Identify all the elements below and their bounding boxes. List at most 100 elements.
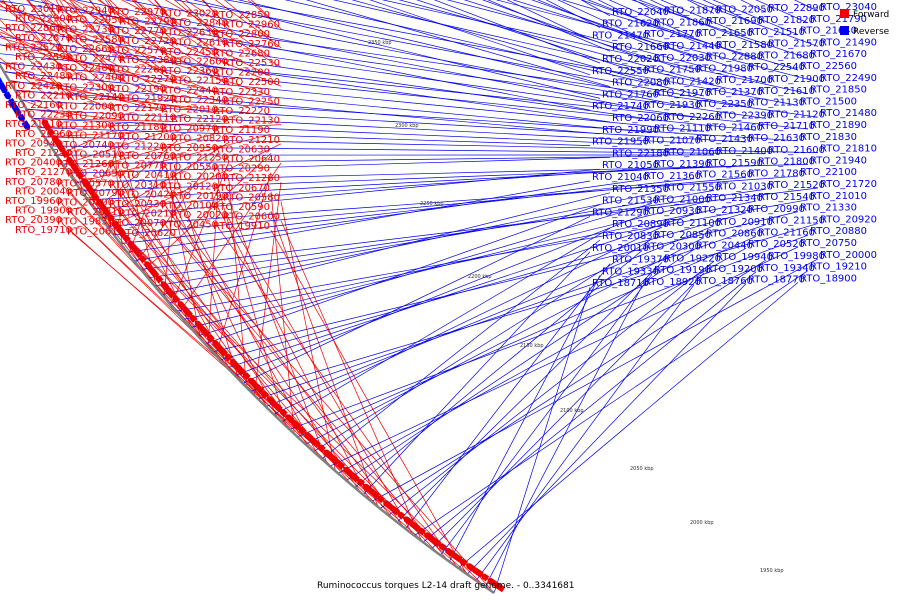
leader-line: [107, 175, 799, 227]
gene-label: RTO_22180: [612, 148, 669, 159]
gene-label: RTO_21800: [758, 157, 815, 168]
forward-gene-arrow: [451, 552, 463, 563]
gene-label: RTO_20210: [119, 209, 176, 220]
scale-tick-label: 2000 kbp: [690, 520, 714, 526]
leader-line: [561, 0, 799, 71]
gene-label: RTO_21340: [706, 193, 763, 204]
leader-line: [0, 44, 282, 106]
gene-label: RTO_21050: [602, 160, 659, 171]
leader-line: [351, 0, 663, 86]
scale-tick-label: 2100 kbp: [560, 408, 584, 414]
gene-label: RTO_18760: [696, 276, 753, 287]
leader-line: [463, 0, 695, 73]
forward-gene-arrow: [377, 495, 386, 504]
leader-line: [183, 200, 757, 320]
gene-label: RTO_22300: [57, 82, 114, 93]
gene-label: RTO_21130: [748, 98, 805, 109]
gene-label: RTO_20830: [602, 231, 659, 242]
gene-label: RTO_22570: [109, 45, 166, 56]
leader-line: [176, 236, 495, 594]
gene-label: RTO_18710: [592, 278, 649, 289]
leader-line: [0, 62, 705, 132]
leader-line: [147, 0, 220, 57]
leader-line: [0, 37, 230, 105]
gene-label: RTO_20640: [223, 154, 280, 165]
gene-label: RTO_22060: [612, 113, 669, 124]
gene-label: RTO_21490: [820, 37, 877, 48]
gene-label: RTO_19210: [810, 262, 867, 273]
forward-gene-arrow: [41, 119, 52, 131]
gene-label: RTO_21920: [119, 93, 176, 104]
scale-tick-label: 2150 kbp: [520, 343, 544, 349]
gene-label: RTO_22080: [612, 78, 669, 89]
leader-line: [68, 157, 611, 174]
leader-line: [218, 209, 370, 501]
gene-label: RTO_22420: [5, 81, 62, 92]
forward-gene-arrow: [172, 295, 181, 304]
gene-label: RTO_19340: [758, 263, 815, 274]
legend-forward-swatch: [840, 9, 849, 18]
gene-label: RTO_21690: [706, 16, 763, 27]
gene-label: RTO_21000: [654, 194, 711, 205]
gene-label: RTO_22720: [119, 36, 176, 47]
leader-line: [580, 0, 757, 60]
leader-line: [475, 284, 695, 581]
gene-label: RTO_21030: [716, 181, 773, 192]
leader-line: [173, 0, 747, 107]
gene-label: RTO_19900: [15, 206, 72, 217]
leader-line: [495, 0, 819, 83]
gene-label: RTO_20190: [171, 191, 228, 202]
gene-label: RTO_20570: [57, 178, 114, 189]
leader-line: [63, 0, 126, 63]
gene-label: RTO_22550: [592, 66, 649, 77]
gene-label: RTO_21150: [768, 216, 825, 227]
gene-label: RTO_20550: [161, 162, 218, 173]
forward-gene-arrow: [224, 353, 233, 362]
gene-label: RTO_22220: [213, 106, 270, 117]
leader-line: [228, 199, 328, 465]
leader-line: [100, 168, 601, 218]
leader-line: [166, 188, 279, 419]
leader-line: [242, 216, 591, 384]
gene-label: RTO_20120: [161, 181, 218, 192]
leader-line: [20, 99, 747, 143]
forward-gene-arrow: [70, 162, 81, 175]
forward-gene-arrow: [430, 536, 442, 548]
forward-gene-arrow: [261, 390, 269, 399]
leader-line: [0, 31, 178, 103]
gene-label: RTO_22580: [67, 34, 124, 45]
forward-gene-arrow: [207, 334, 215, 343]
gene-label: RTO_21510: [748, 27, 805, 38]
gene-label: RTO_20770: [109, 161, 166, 172]
gene-label: RTO_22960: [223, 20, 280, 31]
leader-line: [218, 190, 287, 427]
leader-line: [227, 213, 695, 369]
gene-label: RTO_22210: [15, 90, 72, 101]
gene-label: RTO_22020: [602, 54, 659, 65]
leader-line: [493, 287, 591, 594]
gene-label: RTO_20330: [109, 199, 166, 210]
gene-label: RTO_21900: [768, 74, 825, 85]
leader-line: [3, 70, 168, 113]
leader-line: [27, 0, 64, 52]
gene-label: RTO_19910: [213, 221, 270, 232]
gene-label: RTO_20780: [5, 177, 62, 188]
leader-line: [176, 179, 240, 380]
gene-label: RTO_22600: [171, 57, 228, 68]
leader-line: [466, 283, 747, 575]
gene-label: RTO_21740: [592, 101, 649, 112]
leader-line: [26, 0, 74, 62]
leader-line: [398, 0, 715, 85]
gene-label: RTO_22490: [820, 73, 877, 84]
leader-line: [446, 0, 767, 84]
forward-gene-arrow: [317, 444, 326, 453]
leader-line: [44, 124, 282, 138]
leader-line: [0, 27, 663, 122]
gene-label: RTO_21260: [57, 159, 114, 170]
leader-line: [164, 0, 282, 68]
leader-line: [142, 153, 272, 272]
forward-gene-arrow: [438, 543, 447, 552]
leader-line: [332, 0, 757, 96]
gene-label: RTO_21540: [758, 192, 815, 203]
gene-label: RTO_20580: [223, 192, 280, 203]
